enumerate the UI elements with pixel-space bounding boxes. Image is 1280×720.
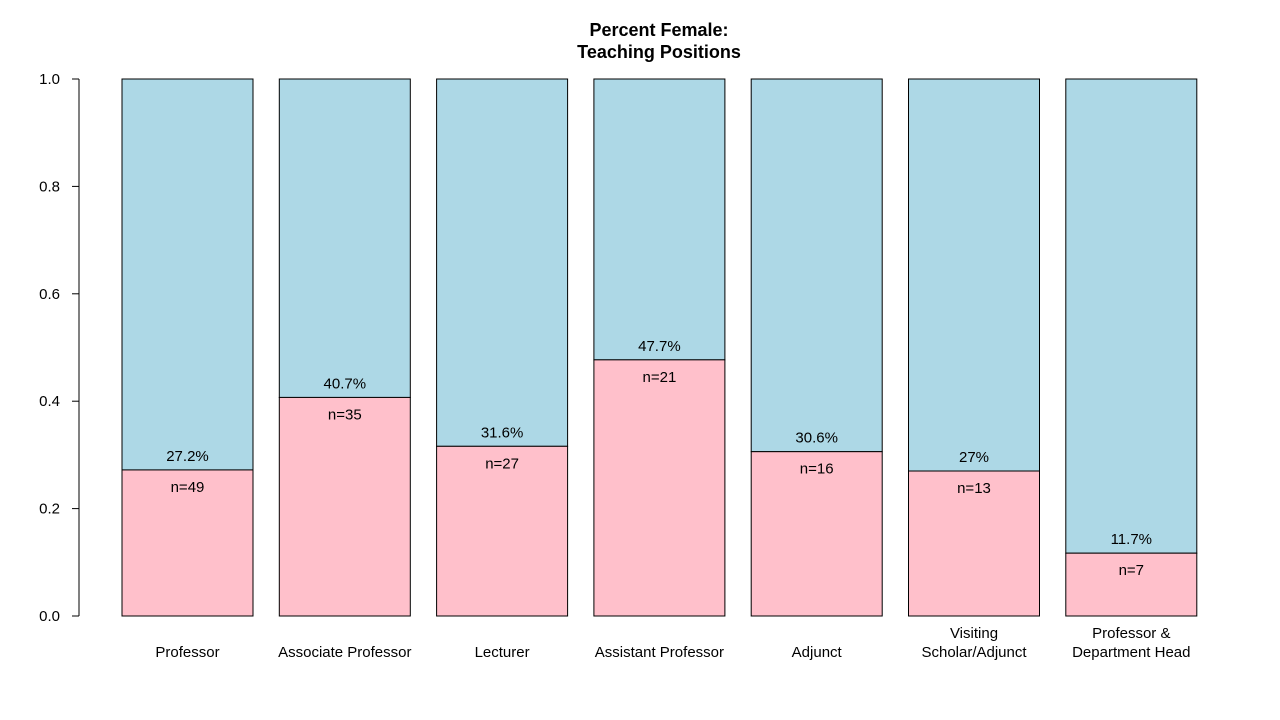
category-labels: Professor Associate Professor Lecturer Assi… [155,625,1190,661]
percent-label: 40.7% [324,375,367,392]
y-tick-label: 0.6 [39,286,60,303]
bar-other [121,78,254,471]
chart-title: Percent Female:Teaching Positions [577,20,741,62]
bar-other [593,78,726,361]
bar-other [436,78,569,447]
bar-female [278,396,411,617]
bar-female [121,469,254,617]
percent-label: 27.2% [166,448,209,465]
n-label: n=35 [328,406,362,423]
bar-labels: 27.2% n=49 40.7% n=35 31.6% n=27 47.7% n=21 30.6… [166,338,1152,579]
category-label: Lecturer [475,644,530,661]
n-label: n=21 [643,369,677,386]
category-label: Adjunct [792,644,843,661]
category-label: Assistant Professor [595,644,724,661]
bar-other [750,78,883,453]
bar-female [1065,552,1198,617]
category-label: Professor & [1092,625,1170,642]
n-label: n=13 [957,480,991,497]
percent-label: 27% [959,449,989,466]
percent-label: 47.7% [638,338,681,355]
bar-female [750,451,883,617]
bar-female [593,359,726,617]
percent-label: 30.6% [795,430,838,447]
percent-label: 11.7% [1111,531,1152,548]
bar-other [1065,78,1198,554]
bar-other [278,78,411,398]
category-label: Department Head [1072,644,1190,661]
y-tick-label: 0.0 [39,608,60,625]
bars [121,78,1198,617]
y-tick-label: 1.0 [39,71,60,88]
n-label: n=27 [485,455,519,472]
n-label: n=7 [1119,562,1144,579]
category-label: Professor [155,644,219,661]
n-label: n=16 [800,461,834,478]
category-label: Associate Professor [278,644,411,661]
n-label: n=49 [171,479,205,496]
y-axis: 0.0 0.2 0.4 0.6 0.8 1.0 [39,71,80,625]
chart-title-line: Teaching Positions [577,42,741,62]
percent-label: 31.6% [481,424,524,441]
bar-female [908,470,1040,617]
chart-title-line: Percent Female: [589,20,728,40]
y-tick-label: 0.8 [39,178,60,195]
y-tick-label: 0.4 [39,393,60,410]
bar-other [908,78,1040,472]
category-label: Scholar/Adjunct [921,644,1027,661]
category-label: Visiting [950,625,998,642]
y-tick-label: 0.2 [39,501,60,518]
bar-female [436,445,569,617]
